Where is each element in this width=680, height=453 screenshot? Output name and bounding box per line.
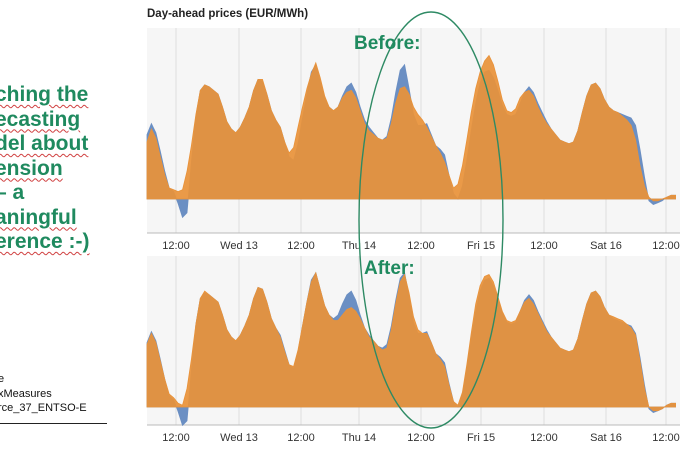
forecast-series-area	[146, 271, 676, 412]
x-tick-label: 12:00	[652, 432, 680, 444]
caption-line: – a	[0, 181, 25, 204]
x-tick-label: 12:00	[162, 432, 190, 444]
source-divider	[0, 423, 107, 424]
caption-line: del about	[0, 132, 89, 155]
x-tick-label: 12:00	[407, 432, 435, 444]
annotation-before: Before:	[354, 33, 421, 54]
caption-line: erence :-)	[0, 230, 90, 253]
x-tick-label: 12:00	[162, 240, 190, 252]
annotation-after: After:	[364, 258, 415, 279]
x-tick-label: 12:00	[287, 432, 315, 444]
x-tick-label: 12:00	[652, 240, 680, 252]
x-tick-label: Fri 15	[467, 432, 495, 444]
caption-line: ecasting	[0, 107, 81, 131]
source-line: xMeasures	[0, 387, 52, 400]
x-tick-label: 12:00	[530, 240, 558, 252]
x-tick-label: Wed 13	[220, 240, 258, 252]
source-line: rce_37_ENTSO-E	[0, 402, 87, 414]
caption-line: ching the	[0, 83, 89, 106]
x-tick-label: Sat 16	[590, 432, 622, 444]
x-tick-label: Thu 14	[342, 432, 376, 444]
x-tick-label: Fri 15	[467, 240, 495, 252]
source-line: e	[0, 373, 5, 385]
x-tick-label: 12:00	[287, 240, 315, 252]
forecast-series-area	[146, 54, 676, 202]
left-caption: ching the ecasting del about ension – a …	[0, 83, 135, 255]
x-tick-label: Sat 16	[590, 240, 622, 252]
x-tick-label: 12:00	[530, 432, 558, 444]
source-note: e xMeasures rce_37_ENTSO-E	[0, 372, 87, 416]
chart-title: Day-ahead prices (EUR/MWh)	[147, 8, 309, 20]
x-tick-label: 12:00	[407, 240, 435, 252]
x-tick-label: Wed 13	[220, 432, 258, 444]
caption-line: ension	[0, 156, 63, 180]
caption-line: aningful	[0, 205, 77, 229]
highlight-ellipse	[358, 11, 504, 429]
